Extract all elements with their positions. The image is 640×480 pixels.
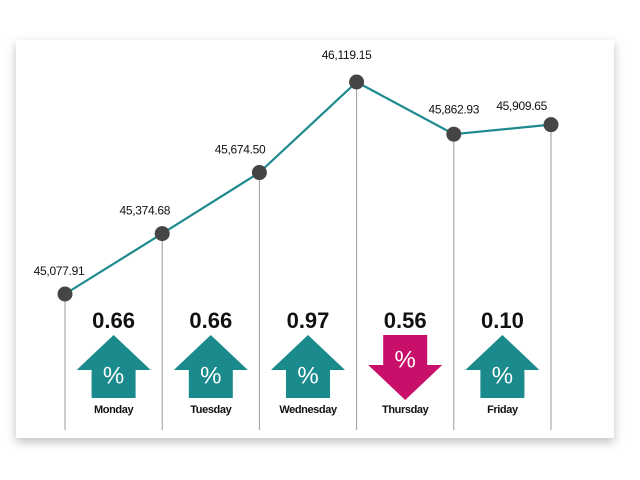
percent-symbol: %: [395, 346, 416, 373]
point: [57, 286, 73, 302]
day-label: Friday: [487, 404, 519, 416]
percent-symbol: %: [200, 362, 221, 389]
point: [349, 74, 365, 90]
value-label: 45,374.68: [120, 204, 171, 218]
point: [543, 117, 559, 133]
point: [251, 165, 267, 181]
percent-symbol: %: [297, 362, 318, 389]
change-label: 0.56: [384, 308, 427, 333]
change-label: 0.97: [287, 308, 330, 333]
point: [154, 226, 170, 242]
day-label: Wednesday: [279, 404, 338, 416]
change-arrow: [76, 335, 151, 398]
day-label: Monday: [94, 404, 134, 416]
value-label: 46,119.15: [322, 48, 372, 62]
change-arrow: [173, 335, 248, 398]
day-label: Tuesday: [190, 404, 232, 416]
day-label: Thursday: [382, 404, 430, 416]
value-label: 45,077.91: [34, 264, 85, 278]
point: [446, 126, 462, 142]
line: [64, 80, 552, 295]
change-label: 0.66: [189, 308, 232, 333]
value-label: 45,862.93: [428, 102, 479, 116]
change-arrow: [368, 335, 443, 400]
percent-symbol: %: [492, 362, 513, 389]
change-arrow: [465, 335, 540, 398]
value-label: 45,909.65: [496, 99, 547, 113]
change-label: 0.10: [481, 308, 524, 333]
value-label: 45,674.50: [215, 143, 266, 157]
change-label: 0.66: [92, 308, 135, 333]
change-arrow: [271, 335, 345, 398]
percent-symbol: %: [103, 362, 124, 389]
